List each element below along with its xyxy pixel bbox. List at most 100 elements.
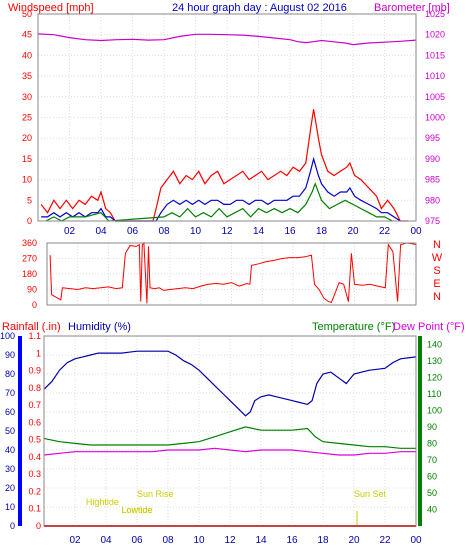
temperature-tick-label: 70 [427,455,437,465]
direction-tick-labels: 360 270 180 90 0 [22,238,37,310]
temperature-tick-labels: 140 130 120 110 100 90 80 70 60 50 40 [427,339,442,514]
rainfall-tick-label: 1.1 [28,331,41,341]
atmosphere-x-tick-label: 16 [286,535,298,546]
wind-x-tick-label: 04 [95,226,107,237]
rainfall-tick-label: 0.8 [28,383,41,393]
wind-direction-line [49,241,417,304]
humidity-tick-label: 90 [5,350,15,360]
direction-tick-label: 180 [22,269,37,279]
humidity-tick-label: 70 [5,388,15,398]
windspeed-line [40,109,409,222]
humidity-line [43,350,417,417]
atmosphere-x-tick-label: 08 [162,535,174,546]
hightide-annotation: Hightide [86,497,119,507]
humidity-tick-label: 100 [0,331,15,341]
atmosphere-x-tick-label: 20 [348,535,360,546]
compass-label-w: W [432,252,443,264]
barometer-line [37,33,417,46]
atmosphere-x-tick-labels: 02 04 06 08 10 12 14 16 18 20 22 00 [69,535,422,546]
atmosphere-x-tick-label: 18 [317,535,329,546]
wind-x-tick-label: 10 [190,226,202,237]
barometer-tick-label: 995 [425,133,440,143]
humidity-tick-label: 0 [10,521,15,531]
compass-label-n: N [433,239,441,251]
atmosphere-x-tick-label: 14 [255,535,267,546]
barometer-tick-label: 980 [425,195,440,205]
atmosphere-panel: Rainfall (.in) Humidity (%) Temperature … [0,321,465,546]
temperature-tick-label: 100 [427,405,442,415]
atmosphere-x-tick-label: 00 [410,535,422,546]
rainfall-tick-label: 1 [36,348,41,358]
lowtide-annotation: Lowtide [122,505,153,515]
barometer-tick-label: 1020 [425,30,445,40]
humidity-tick-label: 60 [5,407,15,417]
lowtide-annotation: Lowtide [122,505,153,515]
sun-set-annotation: Sun Set [354,489,387,499]
temperature-tick-label: 90 [427,422,437,432]
windspeed-tick-label: 35 [22,71,32,81]
wind-x-tick-label: 02 [64,226,76,237]
direction-tick-label: 0 [32,300,37,310]
rainfall-tick-label: 0.1 [28,504,41,514]
windspeed-tick-label: 0 [27,216,32,226]
wind-x-tick-label: 06 [127,226,139,237]
wind-x-tick-label: 14 [253,226,265,237]
barometer-tick-label: 1005 [425,92,445,102]
rainfall-tick-label: 0.7 [28,400,41,410]
direction-plot-frame [46,242,417,306]
dew-point-line [43,447,416,456]
atmosphere-x-tick-label: 10 [193,535,205,546]
wind-x-tick-label: 20 [347,226,359,237]
windspeed-tick-label: 25 [22,113,32,123]
barometer-tick-label: 990 [425,154,440,164]
chart-title: 24 hour graph day : August 02 2016 [172,2,347,14]
windspeed-tick-label: 5 [27,195,32,205]
wind-series [37,33,417,222]
windspeed-tick-label: 45 [22,30,32,40]
barometer-tick-label: 1015 [425,50,445,60]
humidity-axis-bar [18,336,22,526]
atmosphere-x-tick-label: 12 [224,535,236,546]
wind-x-tick-label: 12 [221,226,233,237]
rainfall-tick-label: 0.5 [28,435,41,445]
windspeed-tick-label: 50 [22,9,32,19]
temperature-tick-label: 120 [427,372,442,382]
wind-plot-frame [37,13,417,222]
direction-tick-label: 360 [22,238,37,248]
barometer-axis-title: Barometer [mb] [374,2,450,14]
temperature-tick-label: 50 [427,488,437,498]
direction-tick-label: 90 [27,285,37,295]
wind-x-tick-label: 08 [158,226,170,237]
barometer-tick-label: 1025 [425,9,445,19]
humidity-axis-title: Humidity (%) [68,321,131,333]
atmosphere-x-tick-label: 06 [131,535,143,546]
windspeed-tick-labels: 0 5 10 15 20 25 30 35 40 45 50 [22,9,32,226]
windspeed-tick-label: 20 [22,133,32,143]
compass-label-e: E [433,278,440,290]
temperature-tick-label: 140 [427,339,442,349]
temperature-axis-title: Temperature (°F) [312,321,395,333]
sun-rise-annotation: Sun Rise [137,489,174,499]
wind-x-tick-label: 00 [410,226,422,237]
rainfall-tick-label: 0.2 [28,486,41,496]
dew-point-axis-title: Dew Point (°F) [393,321,465,333]
temperature-line [43,426,416,449]
humidity-tick-label: 80 [5,369,15,379]
rainfall-tick-label: 0.6 [28,417,41,427]
temperature-axis-bar [418,336,422,526]
barometer-tick-labels: 975 980 985 990 995 1000 1005 1010 1015 1020 1025 [425,9,445,226]
wind-gust-line [45,181,393,222]
temperature-tick-label: 40 [427,504,437,514]
humidity-tick-label: 30 [5,464,15,474]
humidity-tick-label: 20 [5,483,15,493]
rainfall-tick-label: 0.3 [28,469,41,479]
temperature-tick-label: 60 [427,471,437,481]
windspeed-tick-label: 40 [22,50,32,60]
rainfall-tick-label: 0.4 [28,452,41,462]
temperature-tick-label: 80 [427,438,437,448]
direction-grid [47,242,417,306]
wind-x-tick-labels: 02 04 06 08 10 12 14 16 18 20 22 00 [64,226,422,237]
